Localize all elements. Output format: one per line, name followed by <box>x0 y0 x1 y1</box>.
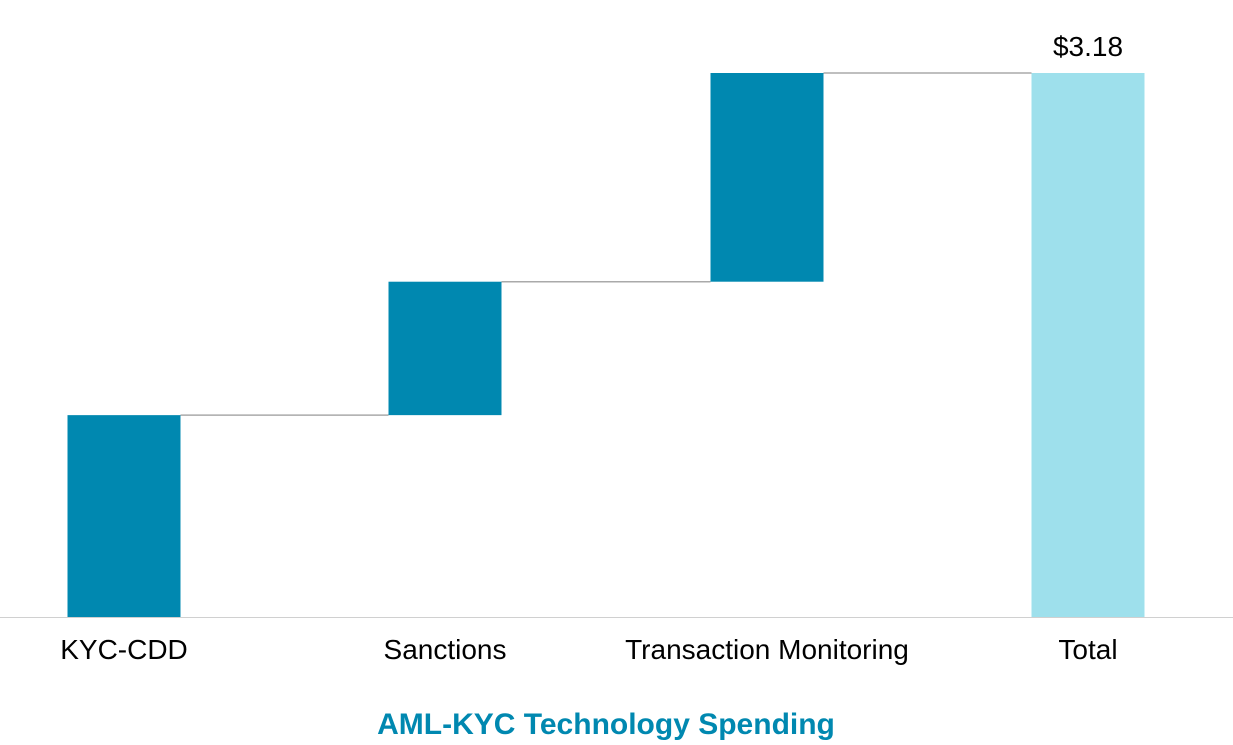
category-label-total: Total <box>1058 634 1117 665</box>
bar-transaction-monitoring <box>710 73 824 282</box>
chart-title: AML-KYC Technology Spending <box>377 708 835 741</box>
bar-sanctions <box>388 281 502 416</box>
category-label-kyc-cdd: KYC-CDD <box>60 634 188 665</box>
bar-total <box>1031 73 1145 617</box>
data-label-total: $3.18 <box>1053 31 1123 62</box>
bar-kyc-cdd <box>67 415 181 617</box>
category-label-sanctions: Sanctions <box>384 634 507 665</box>
category-label-transaction-monitoring: Transaction Monitoring <box>625 634 909 665</box>
